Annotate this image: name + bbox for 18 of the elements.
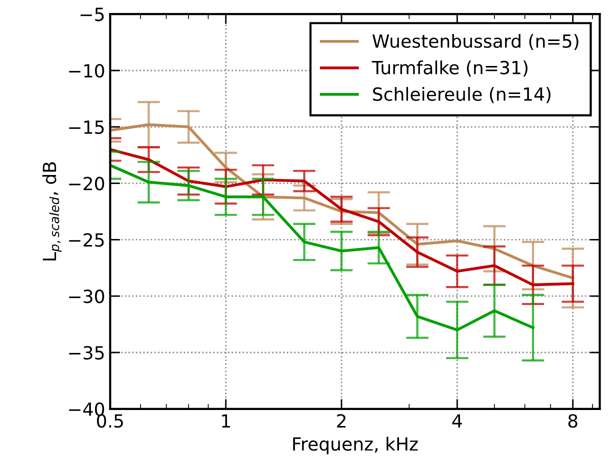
y-tick-label: −10	[69, 64, 104, 78]
y-tick-label: −20	[69, 176, 104, 190]
y-tick-label: −25	[69, 233, 104, 247]
x-tick-label: 2	[337, 414, 346, 428]
legend-label: Wuestenbussard (n=5)	[372, 34, 578, 50]
legend-label: Turmfalke (n=31)	[372, 60, 528, 77]
y-tick-label: −15	[69, 120, 104, 134]
y-tick-label: −30	[69, 290, 104, 304]
y-tick-label: −5	[80, 8, 104, 22]
x-axis-title: Frequenz, kHz	[293, 436, 418, 454]
x-tick-label: 0.5	[96, 414, 123, 428]
y-tick-label: −40	[69, 402, 104, 416]
x-tick-label: 4	[452, 414, 462, 428]
y-tick-label: −35	[69, 346, 104, 360]
legend-label: Schleiereule (n=14)	[373, 86, 550, 104]
x-tick-label: 1	[222, 414, 230, 428]
x-tick-label: 8	[568, 414, 578, 428]
y-axis-title: L$_{p,scaled}$, dB	[42, 162, 62, 260]
